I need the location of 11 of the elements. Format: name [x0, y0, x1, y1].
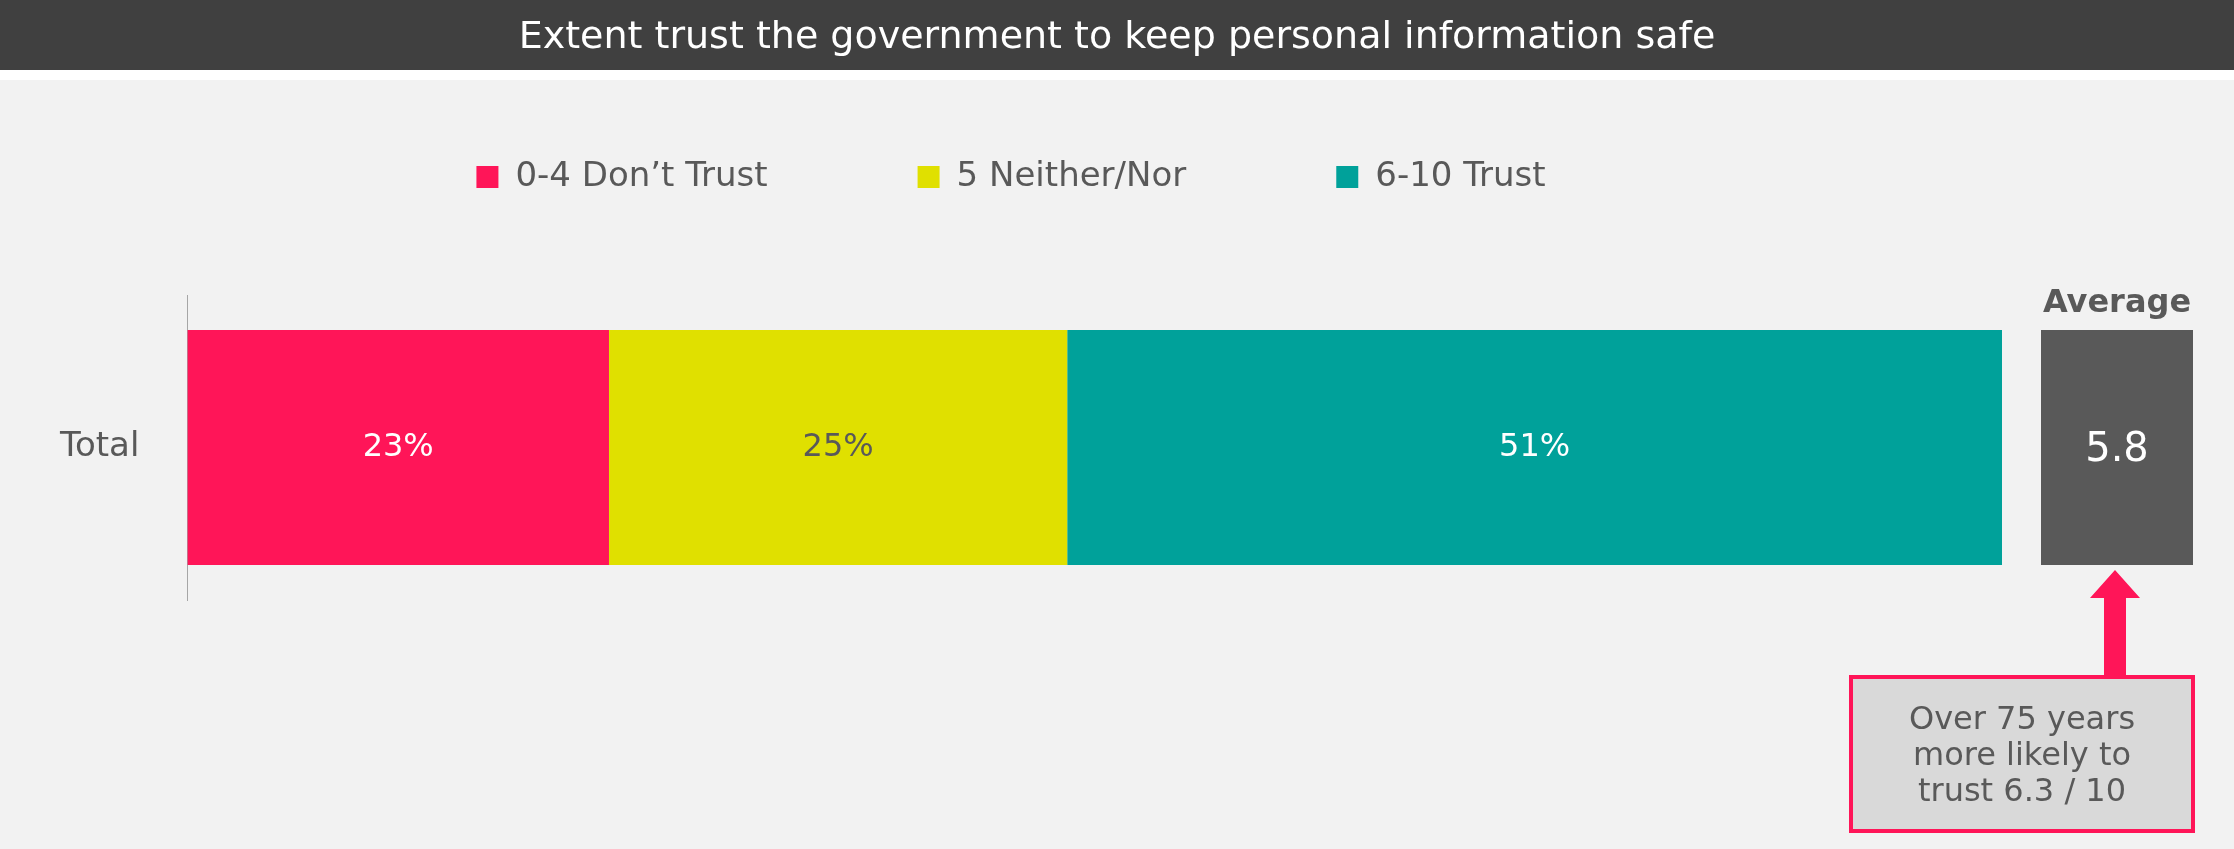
data-label: 25% — [802, 425, 874, 464]
text: Average — [2041, 282, 2193, 320]
text: Over 75 years more likely to trust 6.3 / 10 — [1849, 675, 2195, 833]
legend-label: 5 Neither/Nor — [956, 153, 1187, 194]
data-label: 23% — [362, 425, 434, 464]
data-label: 51% — [1499, 425, 1571, 464]
y-tick-label: Total — [59, 424, 140, 465]
chart-title: Extent trust the government to keep personal information safe — [0, 0, 2234, 70]
legend-label: 6-10 Trust — [1375, 153, 1546, 194]
legend-label: 0-4 Don’t Trust — [515, 153, 768, 194]
text: 5.8 — [2041, 330, 2193, 565]
